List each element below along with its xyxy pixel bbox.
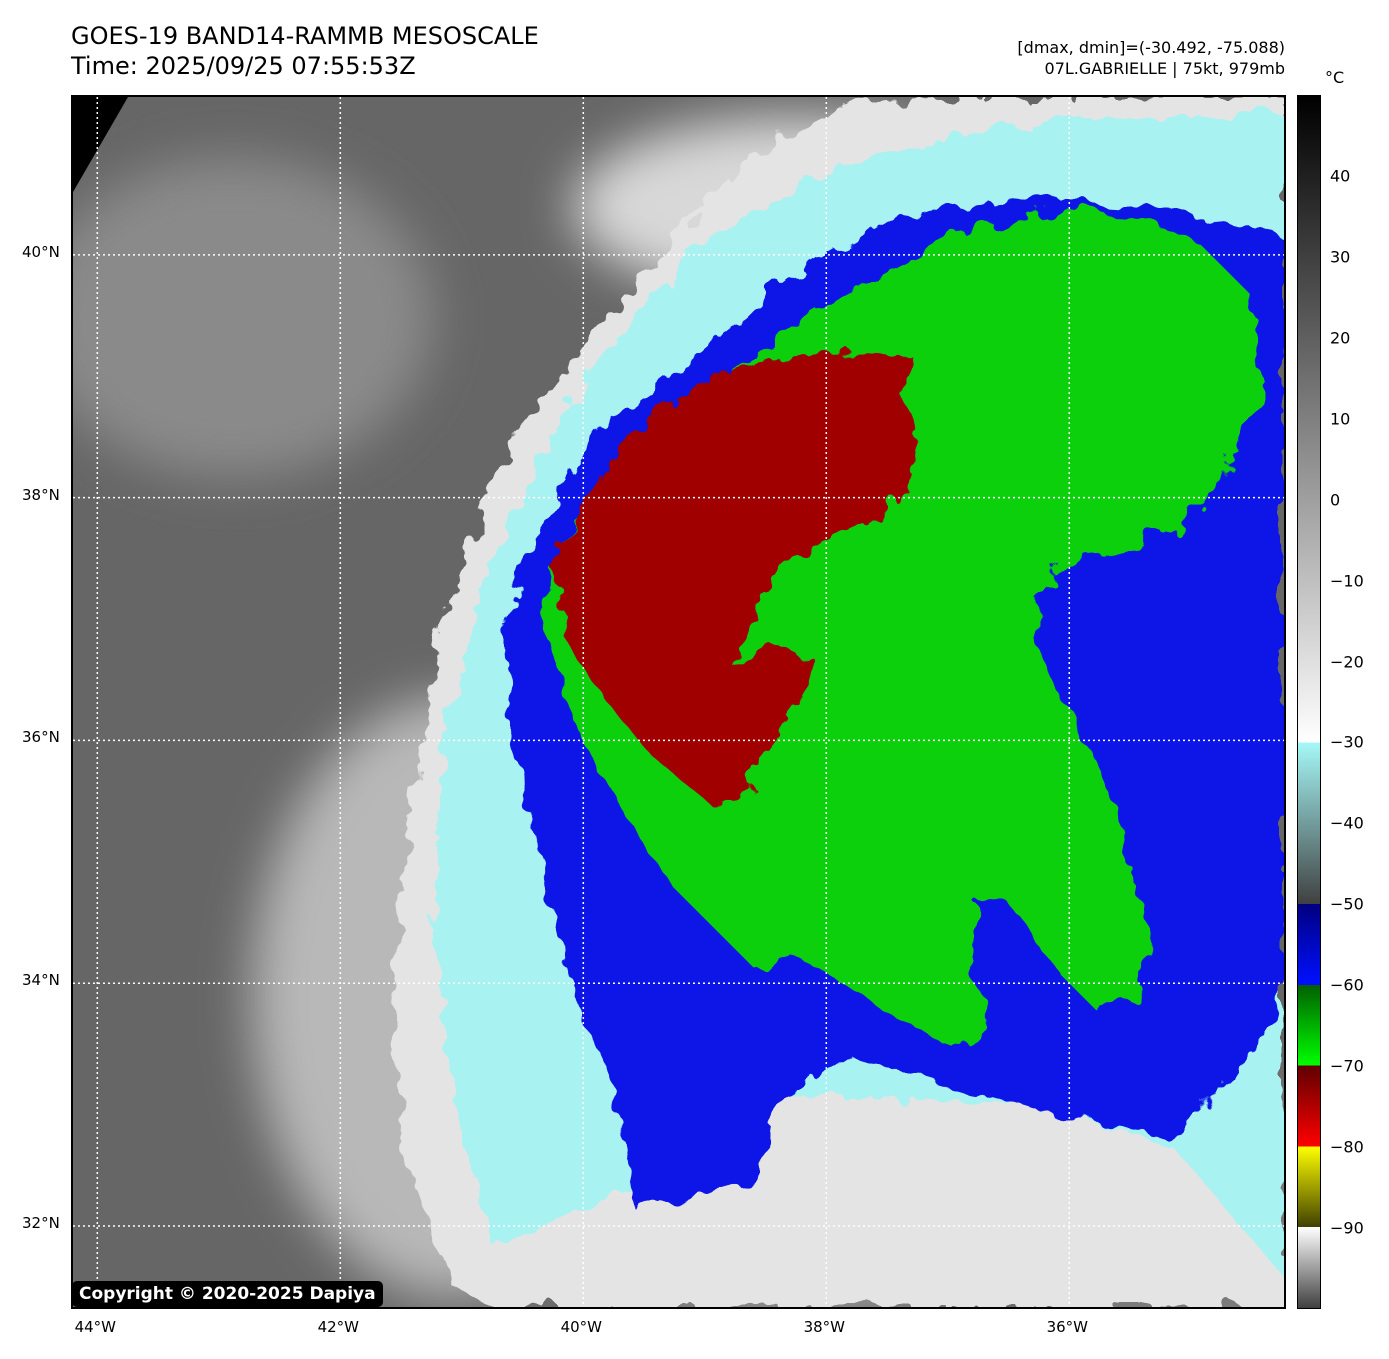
colorbar-tick-label: −10 [1330, 571, 1364, 591]
colorbar-tick-label: −80 [1330, 1137, 1364, 1157]
colorbar-tick-label: 40 [1330, 166, 1351, 186]
colorbar-tick-label: 10 [1330, 409, 1351, 429]
colorbar-unit: °C [1325, 68, 1345, 87]
longitude-tick-label: 38°W [803, 1318, 846, 1336]
longitude-tick-label: 36°W [1046, 1318, 1089, 1336]
colorbar-tick-label: −30 [1330, 732, 1364, 752]
colorbar-tick-label: −40 [1330, 813, 1364, 833]
copyright-badge: Copyright © 2020-2025 Dapiya [72, 1281, 383, 1307]
colorbar-tick-label: 0 [1330, 490, 1341, 510]
latitude-tick-label: 32°N [22, 1214, 60, 1233]
cloud-imagery [73, 97, 1284, 1307]
latitude-tick-label: 40°N [22, 242, 60, 261]
latitude-tick-label: 36°N [22, 728, 60, 747]
latitude-tick-label: 34°N [22, 971, 60, 990]
satellite-map[interactable] [71, 95, 1286, 1309]
figure-time: Time: 2025/09/25 07:55:53Z [71, 52, 416, 80]
latitude-tick-label: 38°N [22, 485, 60, 504]
colorbar [1297, 95, 1321, 1309]
graticule-lines [73, 97, 1284, 1307]
colorbar-tick-label: −60 [1330, 975, 1364, 995]
longitude-tick-label: 44°W [74, 1318, 117, 1336]
colorbar-tick-label: −20 [1330, 652, 1364, 672]
figure-title: GOES-19 BAND14-RAMMB MESOSCALE [71, 22, 539, 50]
colorbar-tick-label: −90 [1330, 1218, 1364, 1238]
longitude-tick-label: 42°W [317, 1318, 360, 1336]
colorbar-tick-label: −70 [1330, 1056, 1364, 1076]
data-range-text: [dmax, dmin]=(-30.492, -75.088) [1017, 38, 1285, 57]
colorbar-tick-label: 20 [1330, 328, 1351, 348]
colorbar-tick-label: 30 [1330, 247, 1351, 267]
longitude-tick-label: 40°W [560, 1318, 603, 1336]
storm-info-text: 07L.GABRIELLE | 75kt, 979mb [1044, 59, 1285, 78]
colorbar-tick-label: −50 [1330, 894, 1364, 914]
